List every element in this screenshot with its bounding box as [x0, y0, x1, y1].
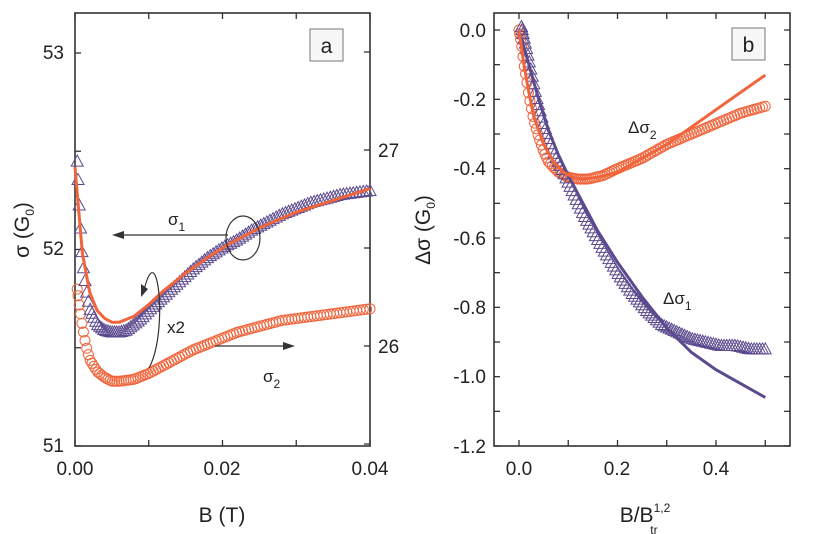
data-point-circle [759, 100, 771, 112]
data-point-circle [88, 360, 100, 372]
dsigma1-label: Δσ1 [663, 289, 692, 313]
data-point-triangle [141, 304, 155, 317]
y-tick-label: 53 [43, 43, 64, 64]
panel-b-ticks [494, 13, 790, 447]
panel-b-y-tick-labels: 0.0 -0.2 -0.4 -0.6 -0.8 -1.0 -1.2 [453, 21, 486, 458]
x-tick-label: 0.02 [204, 459, 241, 480]
data-point-triangle [153, 292, 168, 305]
data-point-circle [73, 299, 85, 311]
y-tick-label: 0.0 [460, 21, 486, 42]
data-point-circle [76, 317, 88, 329]
data-point-triangle [625, 286, 640, 299]
data-point-circle [84, 354, 96, 366]
data-point-circle [357, 304, 369, 316]
data-point-triangle [116, 323, 131, 337]
data-point-triangle [96, 322, 111, 336]
svg-text:Δσ (G0): Δσ (G0) [412, 195, 438, 265]
data-point-triangle [71, 172, 85, 186]
data-point-triangle [161, 284, 176, 298]
fit-line [73, 166, 371, 324]
y-tick-label: 52 [43, 239, 64, 260]
data-point-triangle [630, 292, 644, 305]
data-point-triangle [263, 213, 277, 226]
data-point-triangle [632, 294, 647, 308]
y-axis-label: Δσ (G0) [412, 195, 438, 265]
data-point-triangle [128, 315, 143, 329]
sigma1-label: σ1 [168, 210, 186, 234]
data-point-circle [361, 303, 373, 315]
x-tick-label: 0.4 [703, 459, 730, 480]
data-point-circle [71, 283, 83, 295]
panel-b-label-box [731, 27, 766, 61]
y-right-tick-label: 27 [378, 141, 399, 162]
data-point-triangle [192, 257, 206, 270]
data-point-triangle [70, 154, 85, 167]
panel-a-label-box [309, 28, 344, 62]
arrow-left-icon [112, 231, 124, 239]
data-point-circle [81, 342, 93, 354]
x-axis-label: B (T) [199, 504, 246, 527]
panel-b-label: b [743, 34, 755, 57]
data-point-triangle [151, 294, 166, 308]
data-point-triangle [194, 255, 209, 268]
panel-a-label: a [321, 35, 333, 58]
y-right-tick-label: 26 [378, 337, 399, 358]
data-point-triangle [159, 287, 173, 300]
arrow-down-icon [141, 284, 148, 297]
panel-b-frame [493, 12, 791, 447]
data-point-triangle [758, 341, 773, 355]
data-point-triangle [143, 301, 158, 315]
data-point-triangle [259, 214, 274, 228]
x-tick-label: 0.0 [506, 459, 532, 480]
panel-b: 0.0 0.2 0.4 0.0 -0.2 -0.4 -0.6 -0.8 -1.0… [412, 12, 791, 534]
y-tick-label: -0.2 [453, 90, 486, 111]
data-point-circle [77, 326, 89, 338]
sigma1-ellipse [225, 215, 261, 261]
data-point-circle [90, 363, 102, 375]
data-point-triangle [131, 313, 145, 327]
y-tick-label: -0.6 [453, 229, 486, 250]
data-point-triangle [148, 296, 163, 310]
x-tick-label: 0.00 [57, 459, 94, 480]
data-point-triangle [635, 297, 649, 311]
data-point-triangle [197, 252, 212, 266]
data-point-triangle [101, 323, 115, 337]
data-point-triangle [156, 289, 171, 303]
fit-line [517, 29, 767, 181]
sigma2-label: σ2 [263, 367, 281, 391]
data-point-triangle [639, 303, 654, 316]
data-point-triangle [530, 91, 544, 104]
panel-a-data [70, 154, 377, 387]
y-axis-label: σ (G0) [11, 202, 37, 258]
data-point-triangle [627, 289, 642, 302]
y-tick-label: -1.0 [453, 367, 486, 388]
data-point-triangle [637, 300, 652, 314]
x2-label: x2 [167, 318, 185, 337]
data-point-triangle [146, 299, 160, 312]
data-point-triangle [642, 305, 657, 319]
scale-arrow [143, 272, 161, 369]
data-point-triangle [99, 323, 113, 336]
fit-line [517, 29, 767, 399]
data-point-circle [364, 303, 376, 315]
data-point-circle [86, 357, 98, 369]
dsigma2-label: Δσ2 [628, 118, 657, 142]
svg-text:σ (G0): σ (G0) [11, 202, 37, 258]
data-point-triangle [515, 22, 529, 35]
y-tick-label: -0.4 [453, 159, 486, 180]
panel-a-ticks [74, 13, 371, 447]
x-axis-label: B/B1,2 tr [620, 501, 671, 534]
x-tick-label: 0.2 [604, 459, 630, 480]
x-tick-label: 0.04 [352, 459, 389, 480]
y-tick-label: -0.8 [453, 298, 486, 319]
data-point-circle [79, 334, 91, 346]
panel-b-data [513, 19, 773, 399]
arrow-right-icon [283, 342, 295, 350]
y-tick-label: 51 [43, 436, 64, 457]
y-tick-label: -1.2 [453, 437, 486, 458]
data-point-circle [72, 290, 84, 302]
panel-a: 0.00 0.02 0.04 51 52 53 26 27 B (T) σ (G… [11, 12, 399, 527]
